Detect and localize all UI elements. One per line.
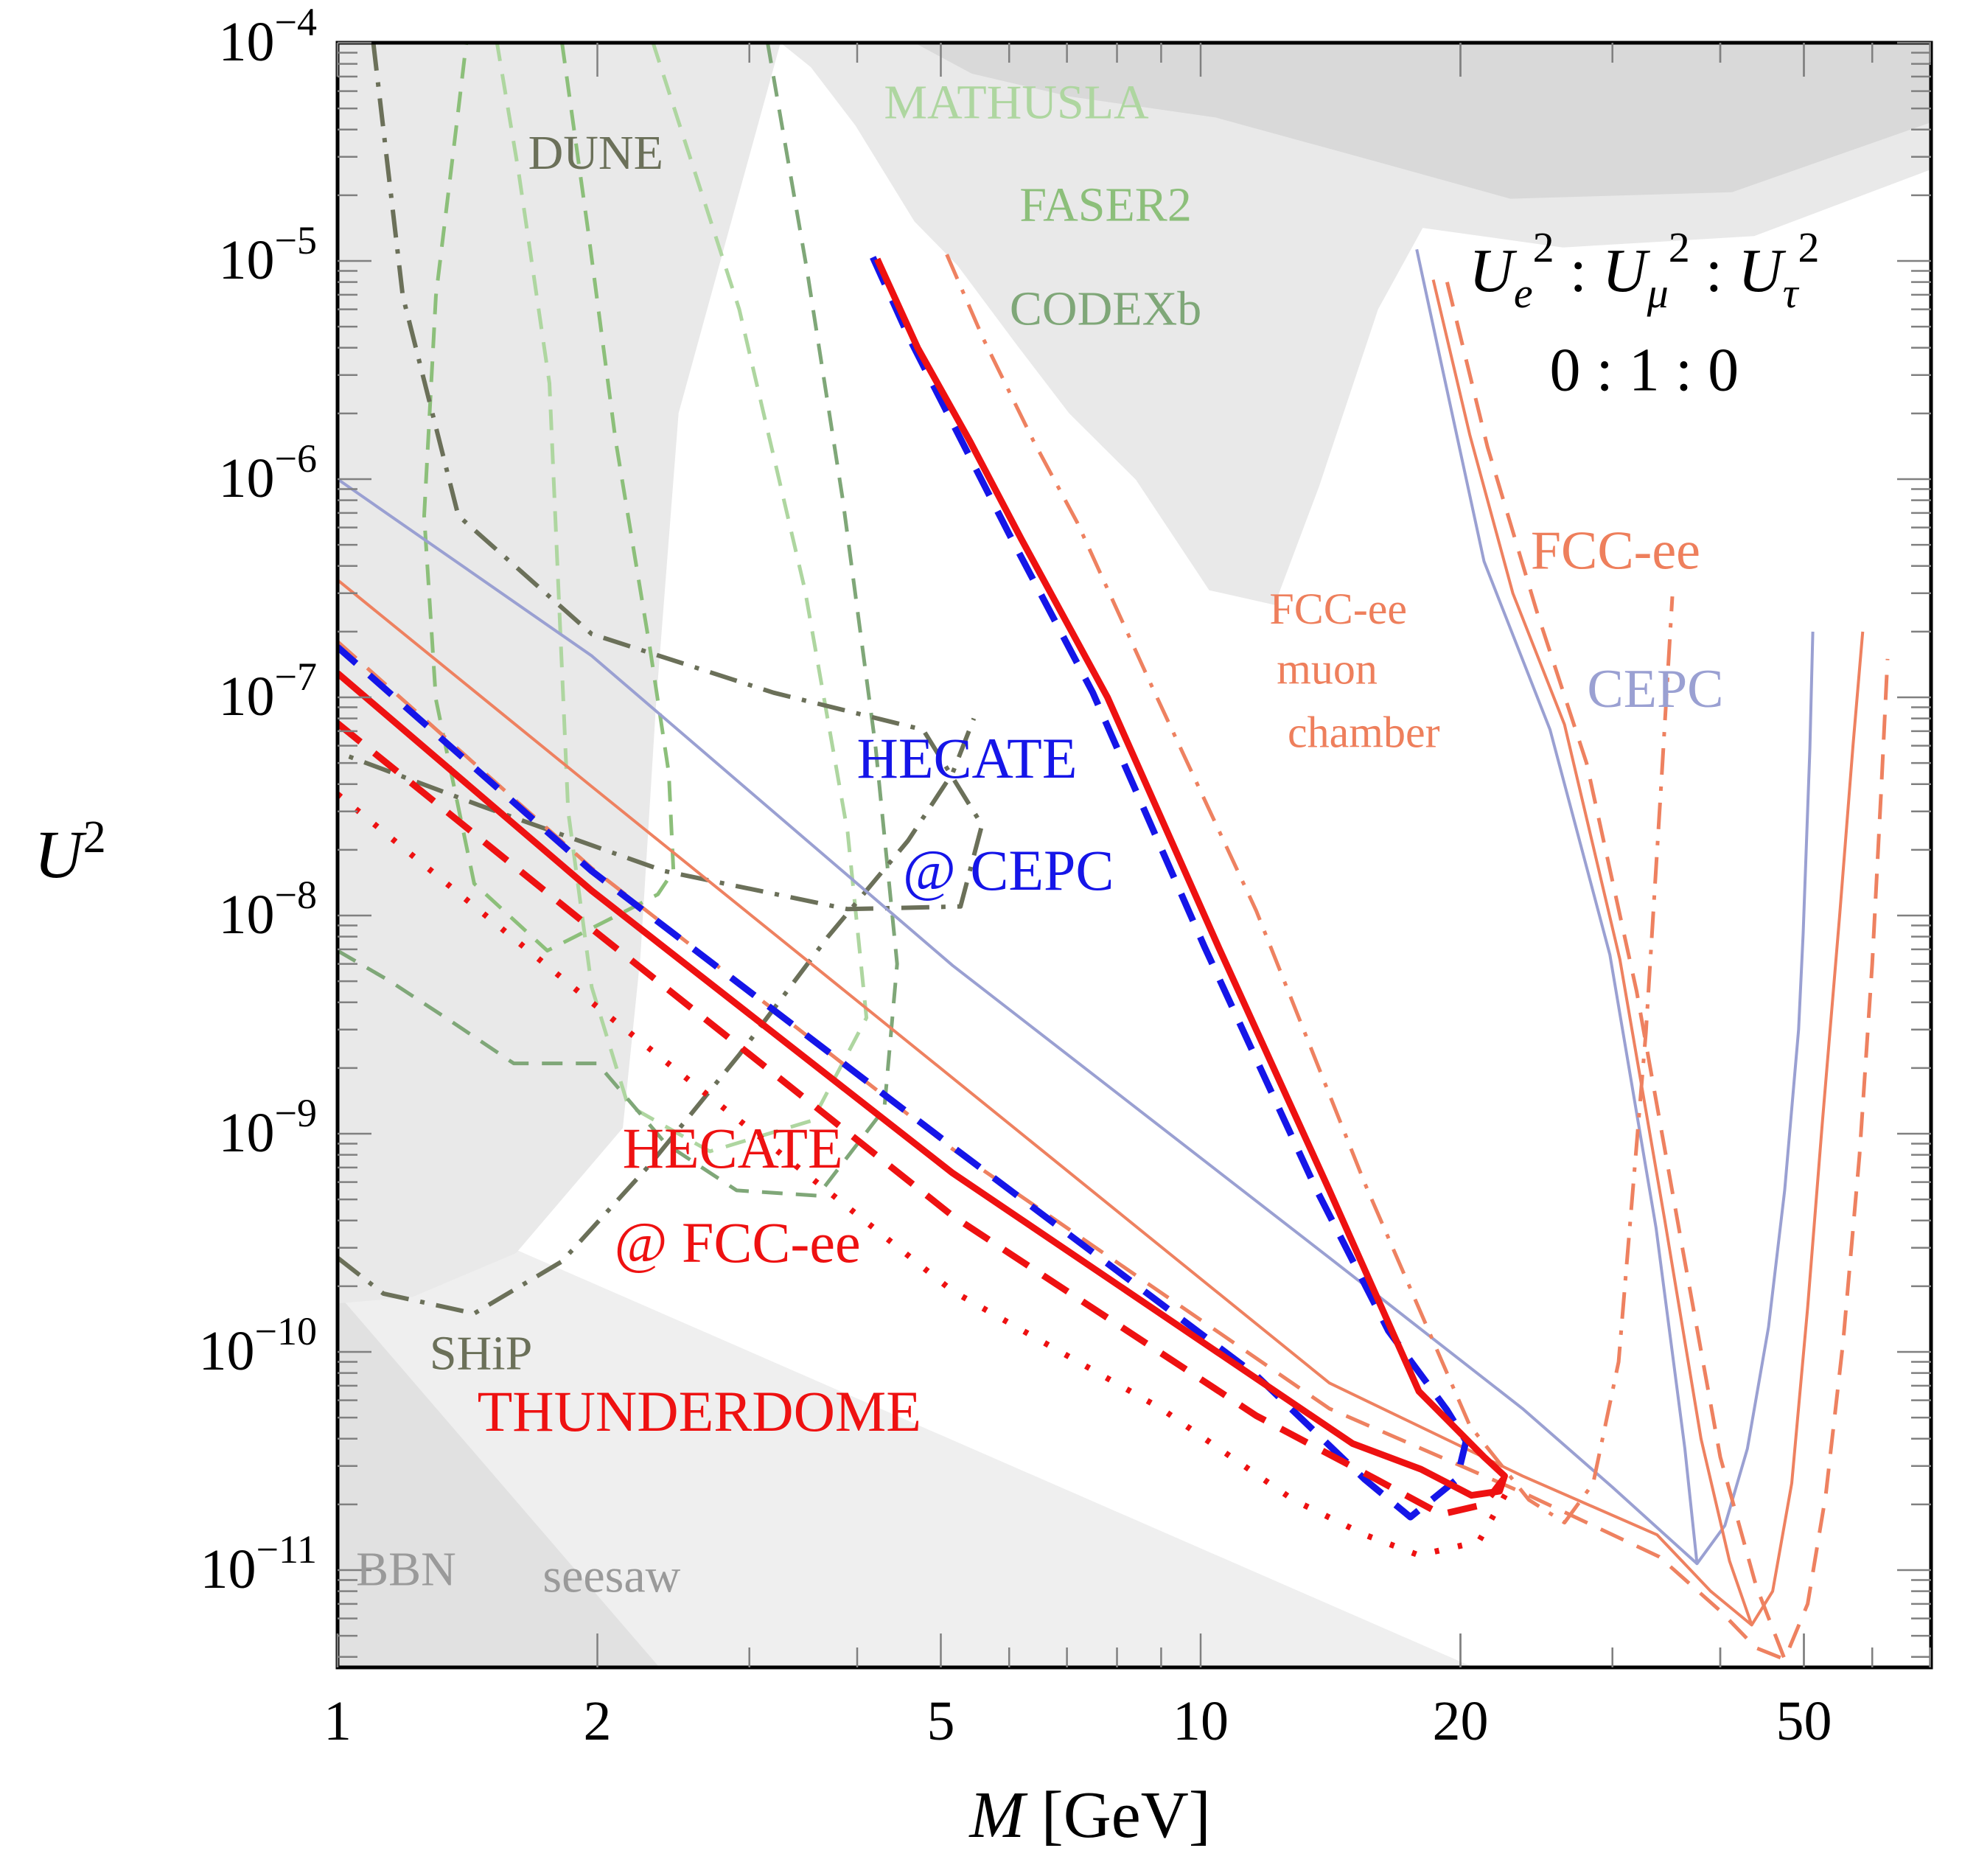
x-axis-title: M [GeV] [968, 1779, 1210, 1852]
label--CEPC: @ CEPC [903, 838, 1114, 902]
x-tick-label-1: 1 [324, 1690, 352, 1752]
curve-HECATE-at-CEPC [338, 256, 1470, 1521]
label--FCC-ee: @ FCC-ee [615, 1210, 861, 1275]
plot-frame [335, 41, 1933, 1670]
label-DUNE: DUNE [528, 126, 663, 180]
coupling-ratio-values: 0 : 1 : 0 [1549, 336, 1739, 405]
seesaw-region [338, 1171, 1474, 1667]
label-muon: muon [1277, 645, 1378, 694]
y-tick-labels: 10−4 10−5 10−6 10−7 10−8 10−9 10−10 10−11 [199, 0, 317, 1600]
y-tick-label-1e-11: 10−11 [200, 1527, 317, 1600]
label-THUNDERDOME: THUNDERDOME [478, 1379, 921, 1443]
x-tick-label-10: 10 [1173, 1690, 1229, 1752]
curve-THUNDERDOME [338, 792, 1512, 1558]
curve-CODEXb [338, 43, 899, 1198]
y-axis-title: U2 [34, 812, 105, 892]
y-tick-label-1e-9: 10−9 [219, 1091, 317, 1164]
label-HECATE: HECATE [623, 1116, 843, 1180]
curve-FCC-ee-main [1431, 279, 1865, 1627]
curve-CEPC-lower [338, 478, 1698, 1565]
label-FCC-ee: FCC-ee [1531, 521, 1700, 582]
curve-FCC-ee-muon-chamber [945, 254, 1675, 1525]
curve-FCC-ee-lower [338, 579, 1753, 1627]
top-excluded-core [914, 43, 1931, 199]
label-chamber: chamber [1288, 708, 1440, 756]
y-tick-label-1e-4: 10−4 [219, 0, 317, 73]
curve-MATHUSLA [495, 43, 869, 1154]
y-tick-label-1e-7: 10−7 [219, 655, 317, 728]
curve-labels: MATHUSLA DUNE FASER2 CODEXb FCC-ee CEPC FCC-ee… [356, 75, 1723, 1603]
y-tick-label-1e-8: 10−8 [219, 873, 317, 946]
axis-ticks [336, 41, 1931, 1667]
curve-CEPC-main [1415, 248, 1815, 1566]
left-excluded-region [338, 43, 781, 1304]
y-tick-label-1e-6: 10−6 [219, 436, 317, 509]
curve-HECATE-at-FCC-ee [338, 257, 1508, 1499]
label-HECATE: HECATE [856, 726, 1077, 790]
curve-HECATE-at-FCC-ee-dashed [338, 720, 1506, 1518]
label-CEPC: CEPC [1587, 659, 1723, 719]
curve-FCC-ee-dashed-main [1445, 282, 1890, 1661]
label-CODEXb: CODEXb [1010, 282, 1201, 335]
sensitivity-curves [338, 43, 1890, 1661]
label-FASER2: FASER2 [1019, 178, 1192, 231]
coupling-ratio-symbols: Ue2 : Uμ2 : Uτ2 [1469, 223, 1819, 317]
label-SHiP: SHiP [430, 1327, 532, 1381]
label-MATHUSLA: MATHUSLA [884, 75, 1149, 129]
x-tick-label-2: 2 [584, 1690, 612, 1752]
x-tick-labels: 1 2 5 10 20 50 [324, 1690, 1832, 1752]
label-seesaw: seesaw [542, 1549, 680, 1603]
label-FCC-ee: FCC-ee [1269, 585, 1407, 633]
y-tick-label-1e-5: 10−5 [219, 218, 317, 291]
curve-SHiP [338, 717, 977, 1316]
x-tick-label-50: 50 [1776, 1690, 1832, 1752]
label-BBN: BBN [356, 1543, 456, 1597]
y-tick-label-1e-10: 10−10 [199, 1309, 317, 1382]
x-tick-label-5: 5 [926, 1690, 954, 1752]
excluded-regions [338, 43, 1931, 1667]
x-tick-label-20: 20 [1433, 1690, 1489, 1752]
curve-DUNE [338, 43, 985, 912]
bbn-region [338, 1294, 660, 1667]
